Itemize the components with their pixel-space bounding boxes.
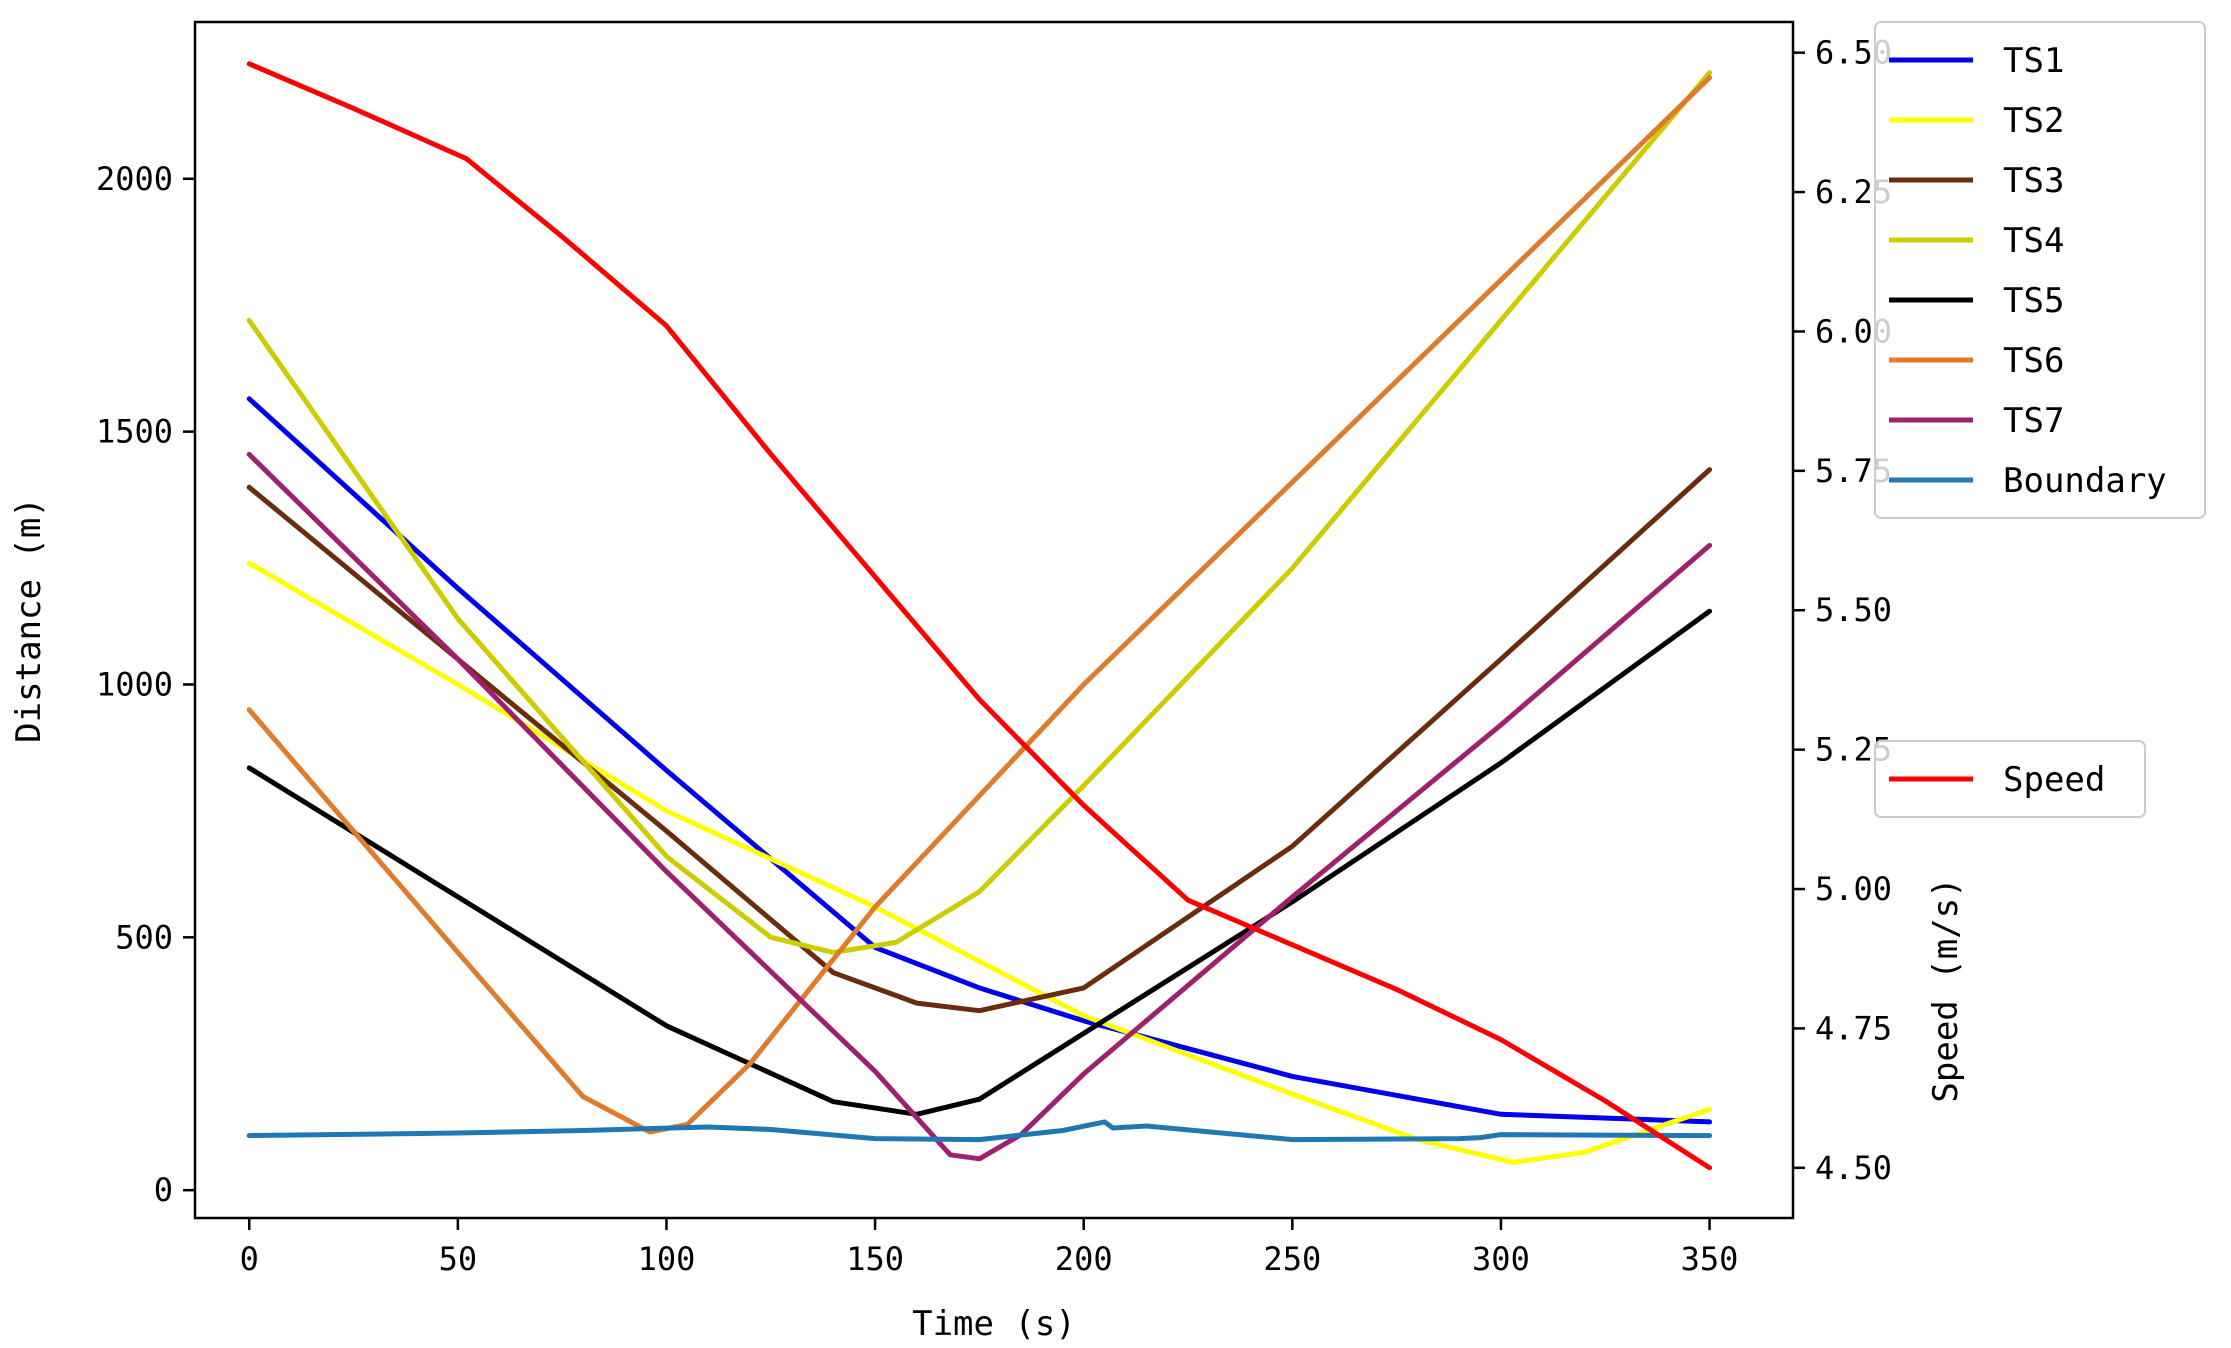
y-tick-label: 1000 — [96, 665, 173, 703]
x-tick-label: 150 — [846, 1240, 904, 1278]
x-tick-label: 300 — [1472, 1240, 1530, 1278]
x-tick-label: 0 — [240, 1240, 259, 1278]
legend-speed: Speed — [1874, 740, 2146, 818]
series-line-ts7 — [246, 451, 1713, 1162]
y-axis-left: 0 500 1000 1500 2000 — [96, 160, 195, 1209]
legend-distance: TS1 TS2 TS3 TS4 TS5 TS6 TS7 Boundary — [1874, 21, 2206, 519]
y-tick-label: 500 — [115, 918, 173, 956]
y2-tick-label: 5.00 — [1815, 870, 1892, 908]
x-tick-label: 200 — [1055, 1240, 1113, 1278]
legend-frame — [1874, 740, 2146, 818]
legend-label-ts7: TS7 — [2003, 401, 2064, 441]
plot-frame — [193, 20, 1795, 1220]
series-line-ts1 — [246, 396, 1713, 1125]
x-tick-label: 250 — [1263, 1240, 1321, 1278]
y2-tick-label: 4.50 — [1815, 1149, 1892, 1187]
y-tick-label: 1500 — [96, 413, 173, 451]
x-tick-label: 100 — [638, 1240, 696, 1278]
series-lines — [246, 61, 1713, 1171]
legend-label-ts6: TS6 — [2003, 341, 2064, 381]
legend-label-ts5: TS5 — [2003, 281, 2064, 321]
y-tick-label: 0 — [154, 1171, 173, 1209]
legend-label-speed: Speed — [2003, 760, 2105, 800]
legend-label-ts1: TS1 — [2003, 41, 2064, 81]
series-line-speed — [246, 61, 1713, 1171]
y2-tick-label: 5.50 — [1815, 591, 1892, 629]
series-line-ts4 — [246, 70, 1713, 955]
y-tick-label: 2000 — [96, 160, 173, 198]
legend-label-boundary: Boundary — [2003, 461, 2167, 501]
x-axis: 0 50 100 150 200 250 300 350 — [240, 1218, 1739, 1278]
series-line-boundary — [246, 1119, 1713, 1143]
series-line-ts3 — [246, 467, 1713, 1014]
y-axis-label: Distance (m) — [9, 497, 49, 743]
legend-label-ts4: TS4 — [2003, 221, 2064, 261]
series-line-ts2 — [246, 560, 1713, 1165]
series-line-ts6 — [246, 75, 1713, 1135]
y2-axis-label: Speed (m/s) — [1926, 877, 1966, 1102]
series-line-ts5 — [246, 608, 1713, 1117]
y2-tick-label: 4.75 — [1815, 1009, 1892, 1047]
x-tick-label: 50 — [439, 1240, 478, 1278]
x-axis-label: Time (s) — [912, 1304, 1076, 1344]
x-tick-label: 350 — [1681, 1240, 1739, 1278]
legend-frame — [1874, 21, 2206, 519]
legend-label-ts2: TS2 — [2003, 101, 2064, 141]
legend-label-ts3: TS3 — [2003, 161, 2064, 201]
